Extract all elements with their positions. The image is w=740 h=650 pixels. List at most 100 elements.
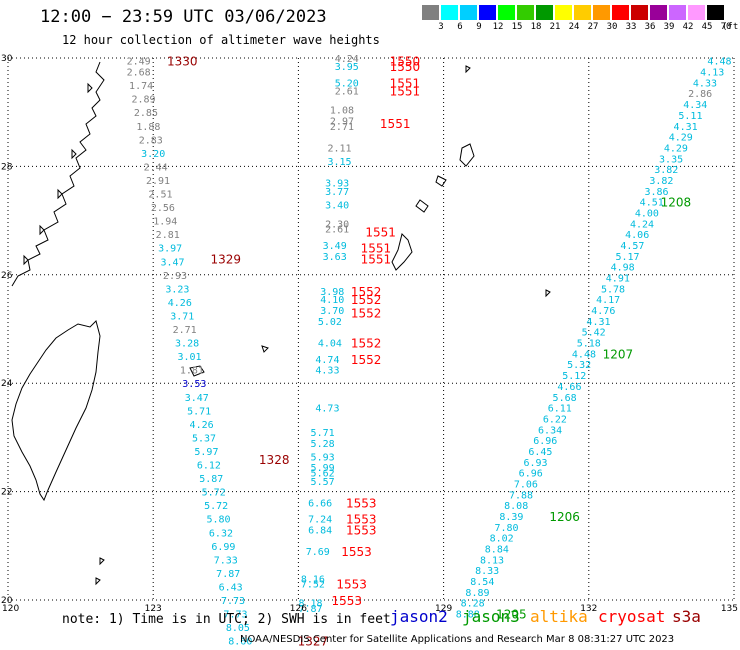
- wave-height-value: 4.48: [707, 57, 731, 68]
- wave-height-value: 7.88: [509, 490, 533, 501]
- wave-height-value: 8.28: [461, 599, 485, 610]
- wave-height-value: 2.49: [127, 57, 151, 68]
- lat-tick-label: 28: [1, 162, 13, 172]
- wave-height-value: 5.99: [311, 463, 335, 474]
- wave-height-value: 3.01: [177, 352, 201, 363]
- wave-height-value: 3.97: [158, 244, 182, 255]
- wave-height-value: 6.84: [308, 526, 332, 537]
- wave-height-value: 4.29: [664, 143, 688, 154]
- pass-time-cryosat: 1552: [351, 307, 382, 321]
- color-unit-label: (ft): [722, 22, 740, 32]
- wave-height-value: 6.45: [528, 447, 552, 458]
- lon-tick-label: 132: [580, 604, 597, 614]
- wave-height-value: 4.74: [315, 355, 339, 366]
- color-tick-label: 36: [644, 22, 656, 32]
- color-swatch: [517, 5, 534, 20]
- wave-height-value: 6.32: [209, 528, 233, 539]
- color-tick-label: 42: [682, 22, 694, 32]
- pass-time-jason3: 1207: [603, 347, 634, 361]
- wave-height-value: 5.57: [311, 477, 335, 488]
- wave-height-value: 7.73: [223, 610, 247, 621]
- wave-height-value: 6.12: [197, 461, 221, 472]
- wave-height-value: 5.37: [192, 433, 216, 444]
- wave-height-value: 2.61: [335, 87, 359, 98]
- wave-height-value: 3.70: [320, 306, 344, 317]
- wave-height-value: 8.39: [499, 512, 523, 523]
- pass-time-jason3: 1205: [496, 608, 527, 622]
- wave-height-value: 4.91: [606, 274, 630, 285]
- wave-height-value: 7.87: [298, 604, 322, 615]
- wave-height-value: 4.29: [669, 133, 693, 144]
- wave-height-value: 7.73: [221, 596, 245, 607]
- color-swatch: [612, 5, 629, 20]
- lat-tick-label: 22: [1, 488, 12, 498]
- wave-height-value: 4.73: [315, 404, 339, 415]
- wave-height-value: 2.93: [163, 271, 187, 282]
- wave-height-value: 1.88: [136, 122, 160, 133]
- color-swatch: [688, 5, 705, 20]
- legend-jason3: jason3: [462, 607, 520, 626]
- wave-height-value: 3.71: [170, 311, 194, 322]
- wave-height-value: 4.00: [635, 208, 659, 219]
- wave-height-value: 3.77: [325, 187, 349, 198]
- small-island-3: [465, 65, 471, 74]
- color-swatch: [460, 5, 477, 20]
- color-swatch: [479, 5, 496, 20]
- small-island-4: [545, 289, 551, 298]
- wave-height-value: 2.97: [330, 116, 354, 127]
- wave-height-value: 2.89: [131, 95, 155, 106]
- wave-height-value: 6.93: [524, 458, 548, 469]
- wave-height-value: 4.33: [693, 78, 717, 89]
- wave-height-value: 5.72: [202, 488, 226, 499]
- wave-height-value: 2.91: [146, 176, 170, 187]
- pass-time-cryosat: 1550: [390, 55, 421, 69]
- wave-height-value: 2.30: [325, 219, 349, 230]
- wave-height-value: 4.24: [630, 219, 654, 230]
- pass-time-cryosat: 1552: [351, 285, 382, 299]
- yakushima-island: [435, 175, 447, 187]
- small-island-1: [99, 557, 105, 566]
- wave-height-value: 3.47: [185, 393, 209, 404]
- ishigaki-island: [189, 365, 205, 377]
- amami-island: [415, 199, 429, 213]
- wave-height-value: 7.80: [494, 523, 518, 534]
- color-swatch: [536, 5, 553, 20]
- wave-height-value: 4.04: [318, 339, 342, 350]
- wave-height-value: 3.82: [654, 165, 678, 176]
- wave-height-value: 2.44: [144, 162, 168, 173]
- units-note: note: 1) Time is in UTC; 2) SWH is in fe…: [62, 612, 391, 627]
- pass-time-cryosat: 1553: [346, 513, 377, 527]
- axis-labels: 120 123 126 129 132 135 30 28 26 24 22 20: [1, 54, 738, 614]
- lon-tick-label: 120: [2, 604, 19, 614]
- pass-time-s3a: 1329: [211, 253, 242, 267]
- wave-height-value: 2.86: [688, 89, 712, 100]
- color-tick-label: 6: [457, 22, 463, 32]
- color-tick-label: 39: [663, 22, 675, 32]
- tanegashima-island: [459, 143, 475, 167]
- wave-height-value: 5.71: [311, 428, 335, 439]
- pass-time-jason3: 1208: [661, 196, 692, 210]
- color-swatch: [593, 5, 610, 20]
- pass-time-cryosat: 1550: [390, 60, 421, 74]
- pass-time-jason3: 1206: [549, 510, 580, 524]
- wave-height-value: 1.94: [153, 217, 177, 228]
- pass-time-cryosat: 1551: [361, 242, 392, 256]
- color-swatch: [574, 5, 591, 20]
- wave-height-value: 5.17: [615, 252, 639, 263]
- color-tick-label: 21: [549, 22, 561, 32]
- lat-tick-label: 20: [1, 596, 13, 606]
- legend-cryosat: cryosat: [598, 607, 666, 626]
- pass-time-cryosat: 1551: [365, 225, 396, 239]
- wave-height-value: 5.42: [582, 328, 606, 339]
- wave-height-value: 4.48: [572, 349, 596, 360]
- pass-time-cryosat: 1553: [346, 496, 377, 510]
- wave-height-value: 8.08: [504, 501, 528, 512]
- wave-height-value: 3.23: [165, 284, 189, 295]
- legend-jason2: jason2: [390, 607, 448, 626]
- pass-time-cryosat: 1551: [361, 253, 392, 267]
- pass-time-cryosat: 1552: [351, 353, 382, 367]
- small-island-2: [95, 577, 101, 586]
- lon-tick-label: 123: [145, 604, 162, 614]
- wave-height-value: 2.51: [148, 190, 172, 201]
- color-tick-label: 15: [511, 22, 523, 32]
